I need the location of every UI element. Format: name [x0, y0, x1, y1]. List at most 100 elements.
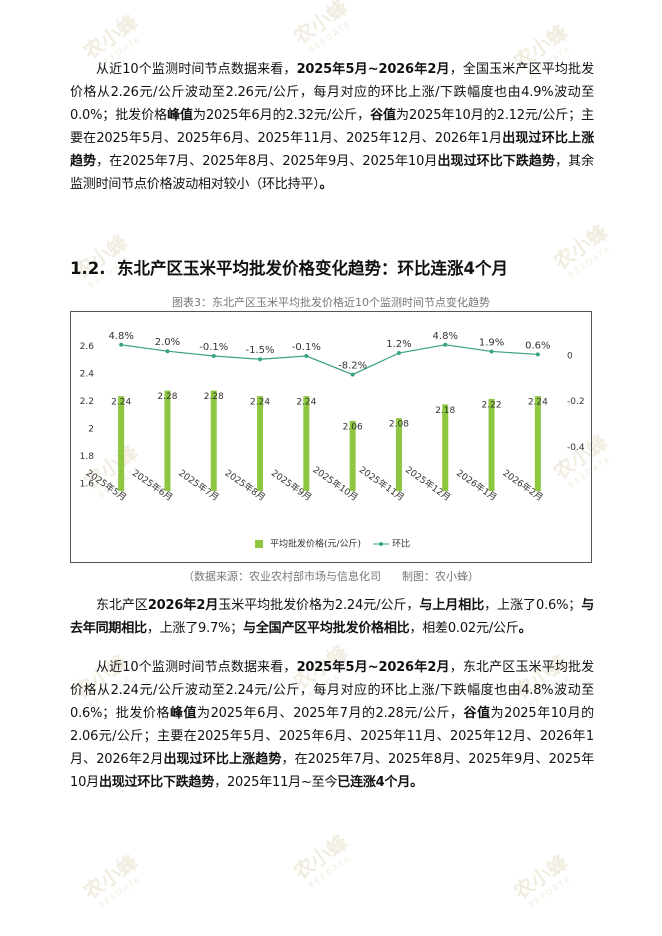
bold-text: 与去年同期相比 [70, 598, 594, 636]
paragraph: 从近10个监测时间节点数据来看，2025年5月~2026年2月，东北产区玉米平均… [70, 656, 594, 794]
legend-label: 平均批发价格(元/公斤) [270, 538, 361, 550]
bold-text: 2025年5月~2026年2月 [296, 660, 450, 675]
line-value-label: 4.8% [433, 331, 458, 342]
bar [303, 396, 310, 491]
bar [395, 418, 402, 491]
text: ，其余监测时间节点价格波动相对较小（环比持平） [70, 154, 594, 192]
bold-text: 与上月相比 [419, 598, 485, 613]
bar-value-label: 2.22 [482, 400, 502, 410]
y2-tick-label: -0.4 [567, 443, 585, 453]
legend-swatch [255, 540, 263, 548]
y-tick-label: 2 [88, 425, 94, 435]
y2-tick-label: 0 [567, 351, 573, 361]
y-tick-label: 2.6 [80, 342, 95, 352]
line-point [489, 349, 494, 354]
paragraph: 东北产区2026年2月玉米平均批发价格为2.24元/公斤，与上月相比，上涨了0.… [70, 594, 594, 640]
watermark-text: 农小蜂 [78, 9, 143, 64]
watermark-text: 农小蜂 [78, 849, 143, 904]
text: 东北产区 [96, 598, 148, 613]
bold-text: 出现过环比上涨趋势 [163, 752, 282, 767]
bold-text: 。 [319, 177, 333, 192]
watermark-text: BEEDATA [97, 874, 143, 910]
bold-text: 2026年2月 [147, 598, 219, 613]
line-value-label: -0.1% [199, 342, 228, 353]
bar [118, 396, 125, 491]
bar-value-label: 2.08 [389, 420, 409, 430]
text: ，东北产区玉米平均批发价格从2.24元/公斤波动至2.24元/公斤，每月对应的环… [70, 660, 594, 721]
text: 从近10个监测时间节点数据来看， [96, 62, 297, 77]
bold-text: 2025年5月~2026年2月 [296, 62, 450, 77]
bold-text: 谷值 [370, 108, 397, 123]
line-point [350, 372, 355, 377]
y-tick-label: 2.2 [80, 397, 94, 407]
bold-text: 出现过环比下跌趋势 [98, 775, 215, 790]
bar [257, 396, 264, 491]
bar [349, 420, 356, 491]
text: ，在2025年7月、2025年8月、2025年9月、2025年10月 [70, 752, 595, 790]
line-value-label: -0.1% [292, 342, 321, 353]
y2-tick-label: -0.2 [567, 397, 585, 407]
chart-source: （数据来源：农业农村部市场与信息化司 制图：农小蜂） [183, 570, 479, 583]
text: ，相差0.02元/公斤 [409, 621, 519, 636]
section-heading: 1.2. 东北产区玉米平均批发价格变化趋势：环比连涨4个月 [70, 259, 508, 278]
text: 从近10个监测时间节点数据来看， [96, 660, 297, 675]
line-point [304, 354, 309, 359]
watermark-text: BEEDATA [307, 19, 353, 55]
bar [442, 404, 449, 491]
line-point [258, 357, 263, 362]
watermark-text: 农小蜂 [288, 0, 353, 50]
text: ，在2025年7月、2025年8月、2025年9月、2025年10月 [96, 154, 438, 169]
line-value-label: 4.8% [108, 331, 133, 342]
legend-label: 环比 [392, 538, 410, 550]
bold-text: 谷值 [463, 706, 491, 721]
line-value-label: 1.2% [386, 339, 411, 350]
bold-text: 。 [518, 621, 532, 636]
bold-text: 出现过环比下跌趋势 [437, 154, 556, 169]
bar-value-label: 2.28 [157, 392, 177, 402]
y-tick-label: 2.4 [80, 370, 95, 380]
bar [534, 396, 541, 491]
chart-frame [70, 311, 592, 563]
watermark-text: 农小蜂 [548, 219, 613, 274]
text: 为2025年10月的2.06元/公斤；主要在2025年5月、2025年6月、20… [70, 706, 594, 767]
text: 为2025年10月的2.12元/公斤；主要在2025年5月、2025年6月、20… [70, 108, 594, 146]
text: 玉米平均批发价格为2.24元/公斤， [218, 598, 420, 613]
line-value-label: -1.5% [246, 345, 275, 356]
line-point [443, 342, 448, 347]
bold-text: 出现过环比上涨趋势 [70, 131, 594, 169]
bar [164, 390, 171, 491]
y-tick-label: 1.6 [80, 480, 95, 490]
line-value-label: 1.9% [479, 337, 504, 348]
y-tick-label: 1.8 [80, 452, 95, 462]
line-point [211, 354, 216, 359]
bar-value-label: 2.18 [435, 406, 455, 416]
bar-value-label: 2.24 [250, 398, 270, 408]
watermark-text: BEEDATA [527, 874, 573, 910]
line-point [165, 349, 170, 354]
line-point [535, 352, 540, 357]
chart-caption: 图表3：东北产区玉米平均批发价格近10个监测时间节点变化趋势 [172, 296, 490, 309]
paragraph: 从近10个监测时间节点数据来看，2025年5月~2026年2月，全国玉米产区平均… [70, 58, 594, 196]
bar-value-label: 2.28 [204, 392, 224, 402]
bold-text: 峰值 [169, 706, 198, 721]
text: ，上涨了9.7%； [146, 621, 244, 636]
text: ，上涨了0.6%； [484, 598, 582, 613]
bold-text: 峰值 [167, 108, 193, 123]
text: ，全国玉米产区平均批发价格从2.26元/公斤波动至2.26元/公斤，每月对应的环… [70, 62, 594, 123]
line-value-label: 0.6% [525, 340, 550, 351]
legend-swatch [379, 542, 384, 546]
watermark-text: BEEDATA [567, 244, 613, 280]
bar [488, 398, 495, 491]
text: ，2025年11月~至今 [214, 775, 338, 790]
watermark-text: BEEDATA [307, 854, 353, 890]
bold-text: 已连涨4个月。 [337, 775, 423, 790]
text: 为2025年6月的2.32元/公斤， [193, 108, 371, 123]
line-point [119, 342, 124, 347]
bar-value-label: 2.24 [528, 398, 548, 408]
